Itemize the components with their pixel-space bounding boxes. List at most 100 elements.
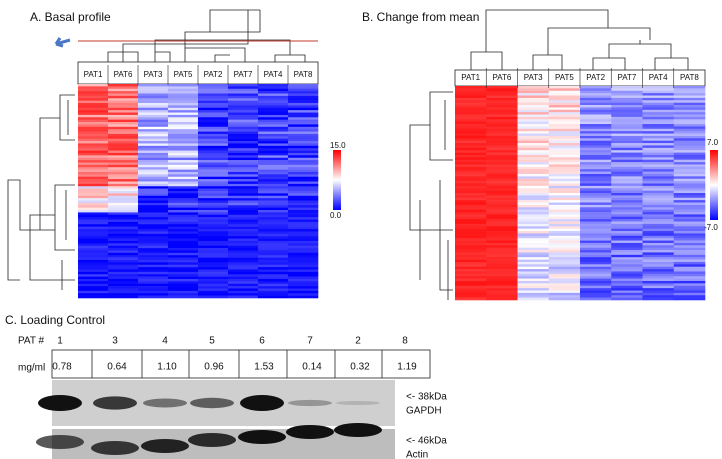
heatmap-cell [517,114,550,118]
heatmap-cell [517,276,550,279]
heatmap-cell [78,238,109,242]
heatmap-cell [580,233,612,237]
heatmap-cell [673,254,706,258]
heatmap-cell [168,274,199,277]
heatmap-cell [486,283,518,287]
heatmap-cell [548,297,581,301]
actin-band [36,435,84,449]
heatmap-cell [611,295,643,298]
heatmap-cell [517,90,550,94]
heatmap-cell [548,261,581,265]
heatmap-cell [486,100,518,103]
heatmap-cell [486,240,518,244]
heatmap-cell [228,122,259,125]
heatmap-cell [580,116,612,120]
heatmap-cell [78,257,109,261]
heatmap-cell [288,103,319,106]
heatmap-cell [168,179,199,182]
heatmap-cell [78,133,109,137]
heatmap-cell [611,252,643,256]
heatmap-cell [486,128,518,132]
heatmap-cell [198,276,229,280]
heatmap-cell [258,255,289,258]
heatmap-cell [517,212,550,215]
heatmap-cell [517,183,550,187]
heatmap-cell [228,233,259,237]
heatmap-cell [455,147,487,151]
heatmap-cell [673,233,706,237]
heatmap-cell [108,141,139,144]
heatmap-cell [108,226,139,230]
heatmap-cell [258,131,289,135]
heatmap-cell [611,173,643,177]
heatmap-cell [108,257,139,261]
heatmap-cell [486,200,518,203]
heatmap-cell [548,209,581,213]
heatmap-cell [228,276,259,280]
heatmap-cell [673,283,706,287]
heatmap-cell [486,292,518,296]
heatmap-cell [486,219,518,222]
heatmap-cell [228,186,259,189]
heatmap-cell [228,207,259,211]
heatmap-cell [168,281,199,285]
heatmap-cell [108,136,139,139]
heatmap-cell [580,269,612,272]
heatmap-cell [580,109,612,113]
heatmap-cell [108,278,139,282]
heatmap-cell [78,264,109,268]
heatmap-cell [288,278,319,282]
heatmap-cell [611,145,643,149]
heatmap-cell [517,171,550,175]
heatmap-cell [288,98,319,101]
heatmap-cell [517,140,550,144]
actin-band [141,439,189,453]
heatmap-cell [455,238,487,241]
heatmap-cell [258,233,289,237]
heatmap-cell [78,150,109,154]
heatmap-cell [486,271,518,275]
heatmap-cell [455,176,487,180]
heatmap-cell [78,181,109,185]
heatmap-cell [673,135,706,139]
heatmap-cell [642,97,675,101]
heatmap-cell [168,141,199,144]
heatmap-cell [548,121,581,125]
heatmap-cell [486,252,518,256]
heatmap-cell [78,100,109,104]
heatmap-cell [138,255,169,258]
heatmap-cell [138,229,169,232]
heatmap-cell [108,164,139,168]
heatmap-cell [486,93,518,96]
heatmap-cell [258,164,289,168]
heatmap-cell [673,185,706,189]
heatmap-cell [642,216,675,220]
heatmap-cell [78,105,109,109]
heatmap-cell [455,128,487,132]
heatmap-cell [642,212,675,215]
heatmap-cell [228,274,259,277]
heatmap-cell [486,147,518,151]
heatmap-cell [228,164,259,168]
heatmap-cell [168,214,199,218]
heatmap-cell [108,174,139,178]
heatmap-cell [288,179,319,182]
heatmap-cell [78,167,109,170]
heatmap-cell [580,254,612,258]
heatmap-cell [198,148,229,151]
heatmap-cell [258,226,289,230]
heatmap-cell [611,97,643,101]
heatmap-cell [168,240,199,244]
heatmap-cell [108,276,139,280]
heatmap-cell [455,193,487,196]
heatmap-cell [108,262,139,266]
heatmap-cell [455,93,487,96]
heatmap-cell [168,259,199,263]
heatmap-cell [642,135,675,139]
heatmap-cell [198,238,229,242]
heatmap-cell [198,210,229,213]
heatmap-cell [78,176,109,180]
heatmap-cell [642,173,675,177]
heatmap-cell [673,221,706,225]
heatmap-cell [517,143,550,146]
